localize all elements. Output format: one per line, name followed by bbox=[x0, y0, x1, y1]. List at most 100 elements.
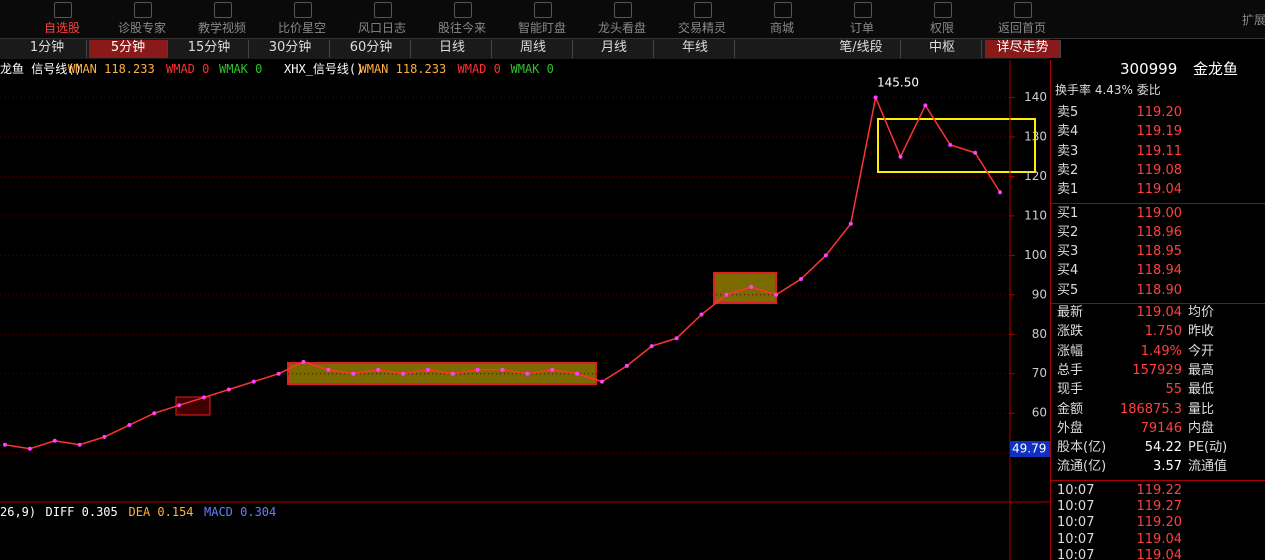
price-point bbox=[326, 367, 331, 372]
last-price-box bbox=[1010, 441, 1050, 457]
price-point bbox=[624, 363, 629, 368]
tab[interactable]: 周线 bbox=[494, 40, 573, 58]
toolbar-icon[interactable] bbox=[134, 2, 152, 18]
toolbar-icon[interactable] bbox=[294, 2, 312, 18]
tab[interactable]: 详尽走势 bbox=[985, 40, 1061, 58]
stat-label: 流通值 bbox=[1188, 459, 1228, 475]
tick-price: 119.27 bbox=[1136, 499, 1183, 514]
stat-value: 186875.3 bbox=[1119, 401, 1182, 417]
indicator-label: WMAD 0 bbox=[457, 62, 501, 76]
highlight-box bbox=[877, 118, 1036, 173]
price-point bbox=[674, 336, 679, 341]
tab[interactable]: 日线 bbox=[413, 40, 492, 58]
y-tick-label: 90 bbox=[1032, 287, 1047, 301]
stat-value: 119.04 bbox=[1136, 305, 1183, 320]
price-point bbox=[77, 442, 82, 447]
price-point bbox=[898, 154, 903, 159]
toolbar-item[interactable]: 返回首页 bbox=[997, 21, 1046, 35]
bid-label: 买2 bbox=[1057, 224, 1079, 240]
ask-label: 卖2 bbox=[1057, 162, 1079, 178]
toolbar-icon[interactable] bbox=[854, 2, 872, 18]
toolbar-item[interactable]: 交易精灵 bbox=[677, 21, 726, 35]
tab[interactable]: 60分钟 bbox=[332, 40, 411, 58]
stat-value: 1.49% bbox=[1140, 343, 1182, 359]
toolbar-icon[interactable] bbox=[214, 2, 232, 18]
stat-value: 157929 bbox=[1132, 362, 1182, 378]
price-point bbox=[450, 371, 455, 376]
ask-label: 卖4 bbox=[1057, 124, 1079, 140]
price-point bbox=[351, 371, 356, 376]
tab[interactable]: 15分钟 bbox=[170, 40, 249, 58]
stat-label: 今开 bbox=[1188, 343, 1215, 359]
pivot-zone bbox=[713, 272, 777, 304]
stat-label: 最高 bbox=[1188, 362, 1215, 378]
tick-price: 119.04 bbox=[1136, 531, 1183, 547]
tab[interactable]: 1分钟 bbox=[8, 40, 87, 58]
toolbar-item[interactable]: 股往今来 bbox=[437, 21, 486, 35]
ask-value: 119.04 bbox=[1136, 182, 1183, 198]
tab[interactable]: 笔/线段 bbox=[822, 40, 901, 58]
tab[interactable]: 年线 bbox=[656, 40, 735, 58]
toolbar-icon[interactable] bbox=[534, 2, 552, 18]
toolbar-icon[interactable] bbox=[614, 2, 632, 18]
bid-value: 119.00 bbox=[1136, 205, 1183, 221]
tick-time: 10:07 bbox=[1057, 482, 1095, 498]
toolbar-item[interactable]: 权限 bbox=[929, 21, 954, 35]
price-point bbox=[202, 395, 206, 400]
price-point bbox=[724, 292, 729, 297]
toolbar-item[interactable]: 诊股专家 bbox=[117, 21, 166, 35]
y-tick-label: 110 bbox=[1024, 208, 1047, 222]
toolbar-item[interactable]: 自选股 bbox=[43, 21, 80, 35]
stat-label: 现手 bbox=[1057, 382, 1084, 398]
stat-label: 最新 bbox=[1057, 305, 1084, 320]
toolbar-icon[interactable] bbox=[54, 2, 72, 18]
tick-time: 10:07 bbox=[1057, 531, 1095, 547]
tab[interactable]: 月线 bbox=[575, 40, 654, 58]
price-line bbox=[4, 94, 1001, 450]
toolbar-icon[interactable] bbox=[374, 2, 392, 18]
toolbar-item[interactable]: 比价星空 bbox=[277, 21, 326, 35]
price-point bbox=[301, 359, 306, 364]
toolbar-icon[interactable] bbox=[1014, 2, 1032, 18]
bid-value: 118.90 bbox=[1136, 282, 1183, 298]
tab[interactable]: 5分钟 bbox=[89, 40, 168, 58]
toolbar-item[interactable]: 商城 bbox=[769, 21, 794, 35]
ask-value: 119.08 bbox=[1136, 162, 1183, 178]
stat-label: 流通(亿) bbox=[1057, 459, 1107, 475]
toolbar-item[interactable]: 教学视频 bbox=[197, 21, 246, 35]
tick-time: 10:07 bbox=[1057, 515, 1095, 531]
price-point bbox=[226, 387, 231, 392]
toolbar-icon[interactable] bbox=[694, 2, 712, 18]
stat-value: 1.750 bbox=[1144, 324, 1182, 340]
price-point bbox=[401, 371, 405, 376]
toolbar-item[interactable]: 订单 bbox=[849, 21, 874, 35]
y-tick-label: 120 bbox=[1024, 169, 1047, 183]
tick-time: 10:07 bbox=[1057, 547, 1095, 560]
toolbar-item[interactable]: 龙头看盘 bbox=[597, 21, 646, 35]
price-point bbox=[848, 221, 853, 226]
bid-value: 118.94 bbox=[1136, 263, 1183, 279]
divider bbox=[1050, 202, 1265, 204]
indicator-label: WMAK 0 bbox=[219, 62, 263, 76]
macd-label: 26,9) bbox=[0, 505, 37, 519]
price-point bbox=[948, 142, 953, 147]
toolbar-icon[interactable] bbox=[774, 2, 792, 18]
toolbar-icon[interactable] bbox=[934, 2, 952, 18]
toolbar-item[interactable]: 风口日志 bbox=[357, 21, 406, 35]
tab[interactable]: 中枢 bbox=[903, 40, 982, 58]
price-point bbox=[276, 371, 281, 376]
tab[interactable]: 30分钟 bbox=[251, 40, 330, 58]
indicator-label: WMAK 0 bbox=[510, 62, 554, 76]
stat-label: 量比 bbox=[1188, 401, 1215, 417]
price-point bbox=[973, 150, 978, 155]
stat-label: 昨收 bbox=[1188, 324, 1215, 340]
ask-value: 119.19 bbox=[1136, 124, 1183, 140]
turnover: 换手率 4.43% 委比 bbox=[1055, 83, 1161, 97]
toolbar-icon[interactable] bbox=[454, 2, 472, 18]
stat-label: 内盘 bbox=[1188, 420, 1215, 436]
stat-value: 54.22 bbox=[1144, 440, 1182, 456]
price-point bbox=[923, 103, 928, 108]
toolbar-item[interactable]: 智能盯盘 bbox=[517, 21, 566, 35]
price-point bbox=[699, 312, 704, 317]
toolbar-item[interactable]: 扩展 bbox=[1242, 13, 1265, 27]
